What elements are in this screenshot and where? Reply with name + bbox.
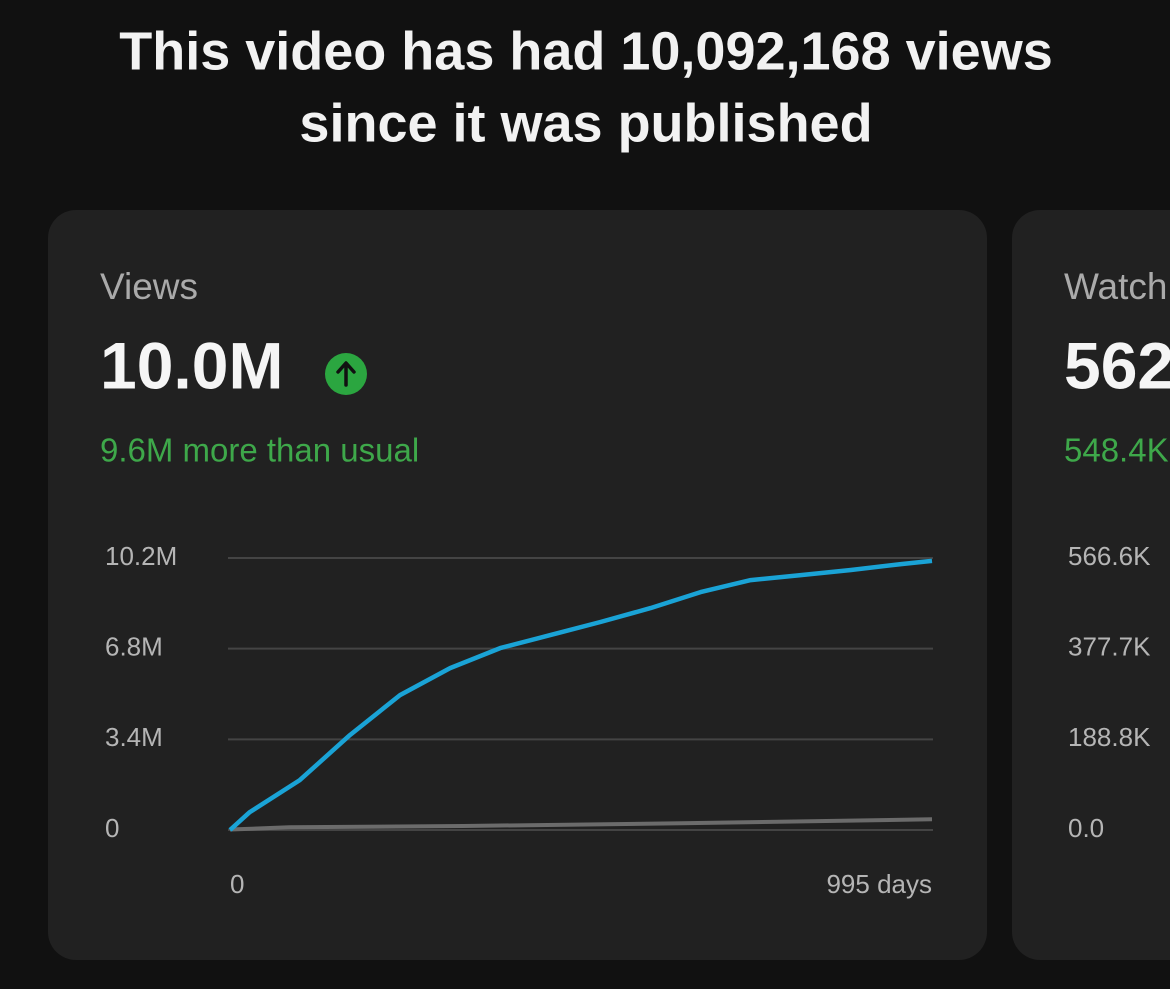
title-line: since it was published (299, 93, 872, 153)
card-note: 9.6M more than usual (100, 432, 419, 469)
y-tick-label: 6.8M (105, 632, 163, 662)
y-tick-label: 3.4M (105, 722, 163, 752)
line-series (228, 558, 933, 832)
y-tick-label: 0 (105, 813, 119, 843)
card[interactable] (48, 210, 987, 960)
x-tick-label: 0 (230, 869, 244, 899)
title-line: This video has had 10,092,168 views (119, 21, 1052, 81)
card-label: Views (100, 266, 198, 307)
line-series (229, 817, 933, 832)
up-arrow-icon (325, 353, 367, 395)
x-tick-label: 995 days (826, 869, 932, 899)
card-value: 10.0M (100, 328, 283, 402)
card[interactable] (1012, 210, 1170, 960)
y-tick-label: 188.8K (1068, 722, 1151, 752)
y-tick-label: 377.7K (1068, 632, 1151, 662)
y-tick-label: 566.6K (1068, 541, 1151, 571)
card-note: 548.4K (1064, 432, 1169, 469)
card-label: Watch (1064, 266, 1167, 307)
y-tick-label: 0.0 (1068, 813, 1104, 843)
y-tick-label: 10.2M (105, 541, 177, 571)
card-value: 562 (1064, 328, 1170, 402)
